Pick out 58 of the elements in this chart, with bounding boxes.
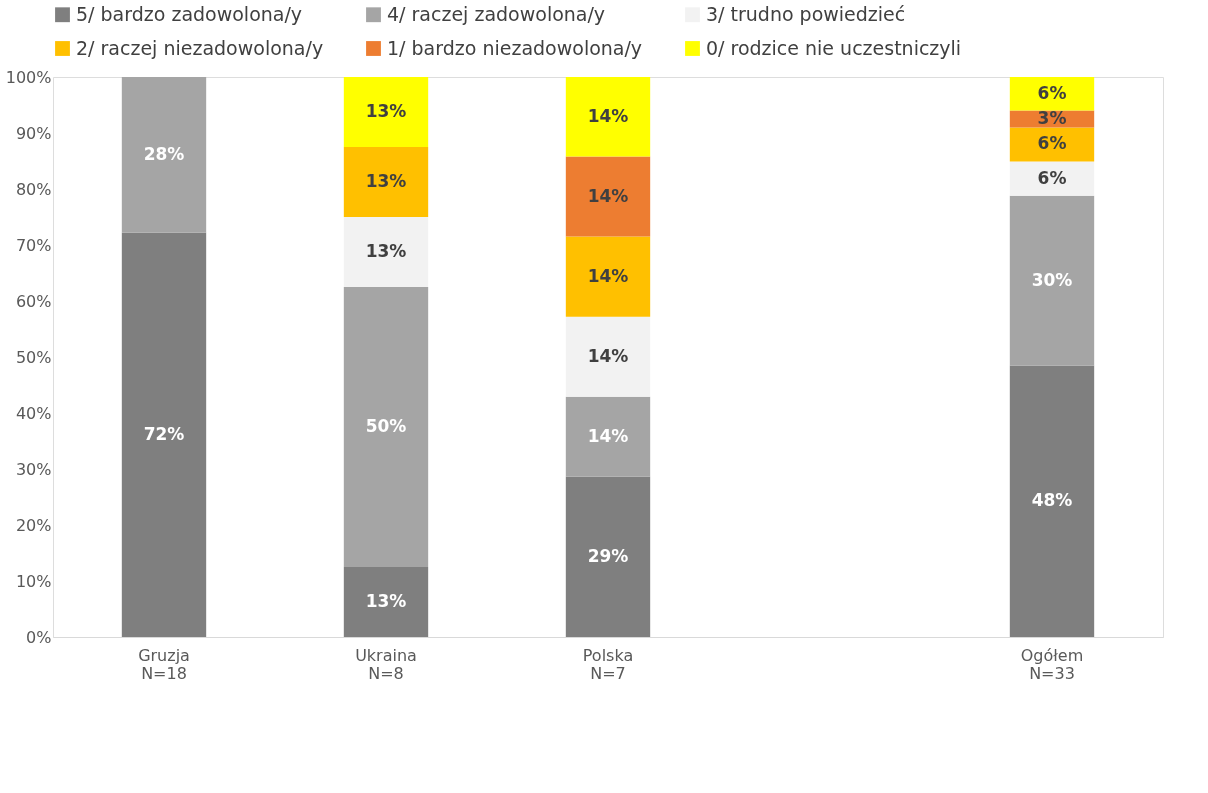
bar [343,567,429,637]
y-tick-label: 30% [15,459,52,479]
x-tick-label: Gruzja N=18 [138,645,190,683]
y-tick-label: 60% [15,291,52,311]
y-tick-label: 90% [15,123,52,143]
legend-label: 3/ trudno powiedzieć [706,2,906,25]
y-tick-label: 80% [15,179,52,199]
y-tick-label: 70% [15,235,52,255]
y-tick-label: 50% [15,347,52,367]
bar [1009,365,1095,637]
bar [1009,195,1095,366]
legend-label: 4/ raczej zadowolona/y [387,2,606,25]
x-tick-label: Ukraina N=8 [355,645,417,683]
y-tick-label: 40% [15,403,52,423]
data-label: 14% [587,425,629,446]
y-tick-label: 100% [5,67,52,87]
y-tick-label: 10% [15,571,52,591]
bar [1009,161,1095,196]
legend-label: 0/ rodzice nie uczestniczyli [706,36,962,59]
data-label: 13% [365,241,407,261]
data-label: 72% [143,423,185,444]
bar [343,287,429,567]
data-label: 14% [587,105,629,126]
data-label: 29% [587,545,629,566]
y-tick-label: 20% [15,515,52,535]
bar [121,77,207,233]
bar [565,396,651,477]
data-label: 50% [365,416,407,436]
data-label: 14% [587,185,629,206]
x-tick-label: Ogółem N=33 [1020,645,1084,683]
legend-label: 2/ raczej niezadowolona/y [76,36,324,59]
bar [1009,77,1095,111]
bar [565,156,651,237]
bar [565,476,651,637]
legend-label: 1/ bardzo niezadowolona/y [387,36,643,59]
bar [121,232,207,637]
data-label: 3% [1037,108,1067,128]
x-tick-label: Polska N=7 [582,645,634,683]
bar [565,77,651,157]
data-label: 28% [143,143,185,164]
data-label: 13% [365,591,407,611]
legend-label: 5/ bardzo zadowolona/y [76,2,303,25]
bar [565,316,651,397]
data-label: 6% [1037,133,1067,154]
data-label: 6% [1037,167,1067,188]
bar [343,217,429,287]
bar [565,236,651,317]
data-label: 6% [1037,82,1067,103]
data-label: 48% [1031,490,1073,511]
y-tick-label: 0% [26,627,52,647]
data-label: 13% [365,171,407,191]
data-label: 30% [1031,269,1073,290]
data-label: 14% [587,265,629,286]
bar [1009,127,1095,162]
data-label: 14% [587,345,629,366]
data-label: 13% [365,101,407,121]
bar [343,147,429,217]
bar [343,77,429,147]
